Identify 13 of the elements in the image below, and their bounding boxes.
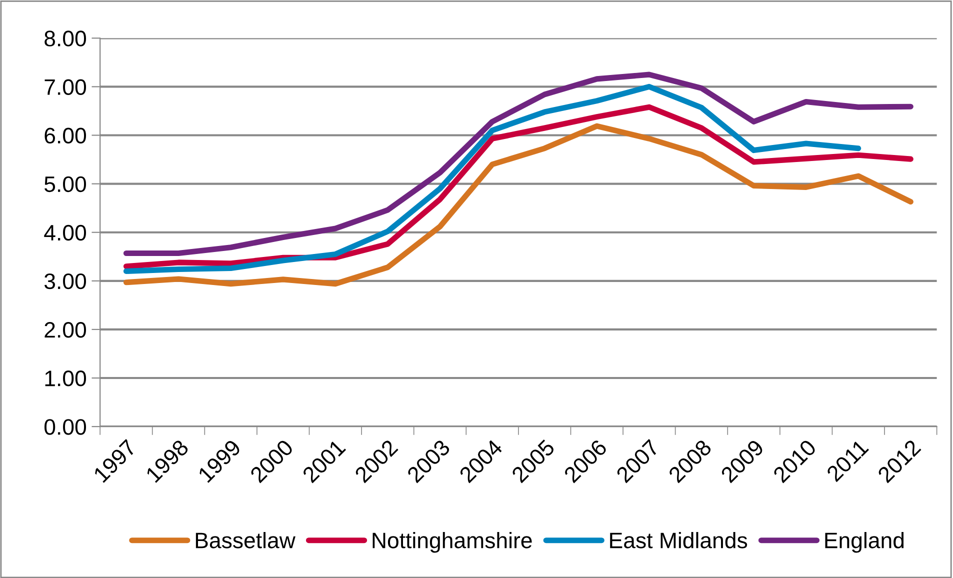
y-tick-label: 5.00 xyxy=(44,176,86,192)
y-tick-label: 3.00 xyxy=(44,273,86,290)
y-tick-label: 2.00 xyxy=(44,322,86,338)
y-tick-label: 6.00 xyxy=(44,128,86,144)
y-tick-label: 7.00 xyxy=(44,79,86,95)
y-tick-label: 8.00 xyxy=(44,30,86,46)
y-tick-label: 4.00 xyxy=(44,224,86,241)
y-tick-label: 0.00 xyxy=(44,419,86,435)
y-tick-label: 1.00 xyxy=(45,370,86,386)
legend-label: Bassetlaw xyxy=(196,532,296,548)
legend-label: Nottinghamshire xyxy=(372,532,532,553)
legend-label: England xyxy=(825,532,904,553)
legend-label: East Midlands xyxy=(610,532,748,548)
